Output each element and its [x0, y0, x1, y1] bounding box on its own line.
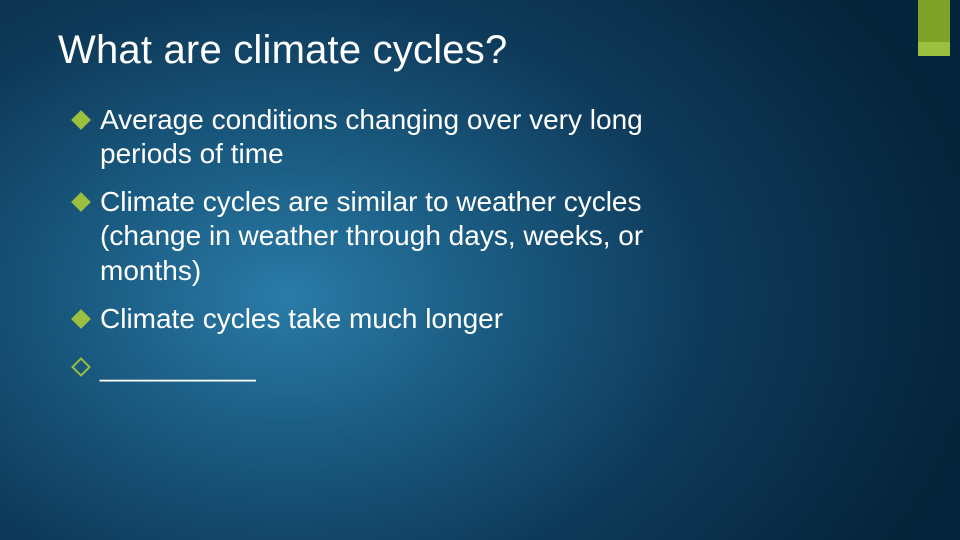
bullet-list: Average conditions changing over very lo…	[58, 103, 902, 384]
corner-accent-bottom	[918, 42, 950, 56]
bullet-text: Climate cycles are similar to weather cy…	[100, 186, 643, 285]
corner-accent-top	[918, 0, 950, 42]
slide-title: What are climate cycles?	[58, 28, 902, 73]
diamond-bullet-icon	[71, 192, 91, 212]
bullet-text: Climate cycles take much longer	[100, 303, 503, 334]
bullet-text: __________	[100, 351, 256, 382]
diamond-bullet-outline-icon	[71, 357, 91, 377]
list-item: __________	[86, 350, 706, 384]
diamond-bullet-icon	[71, 309, 91, 329]
slide: What are climate cycles? Average conditi…	[0, 0, 960, 384]
corner-accent	[918, 0, 950, 56]
bullet-text: Average conditions changing over very lo…	[100, 104, 643, 169]
diamond-bullet-icon	[71, 110, 91, 130]
list-item: Climate cycles are similar to weather cy…	[86, 185, 706, 287]
list-item: Climate cycles take much longer	[86, 302, 706, 336]
list-item: Average conditions changing over very lo…	[86, 103, 706, 171]
